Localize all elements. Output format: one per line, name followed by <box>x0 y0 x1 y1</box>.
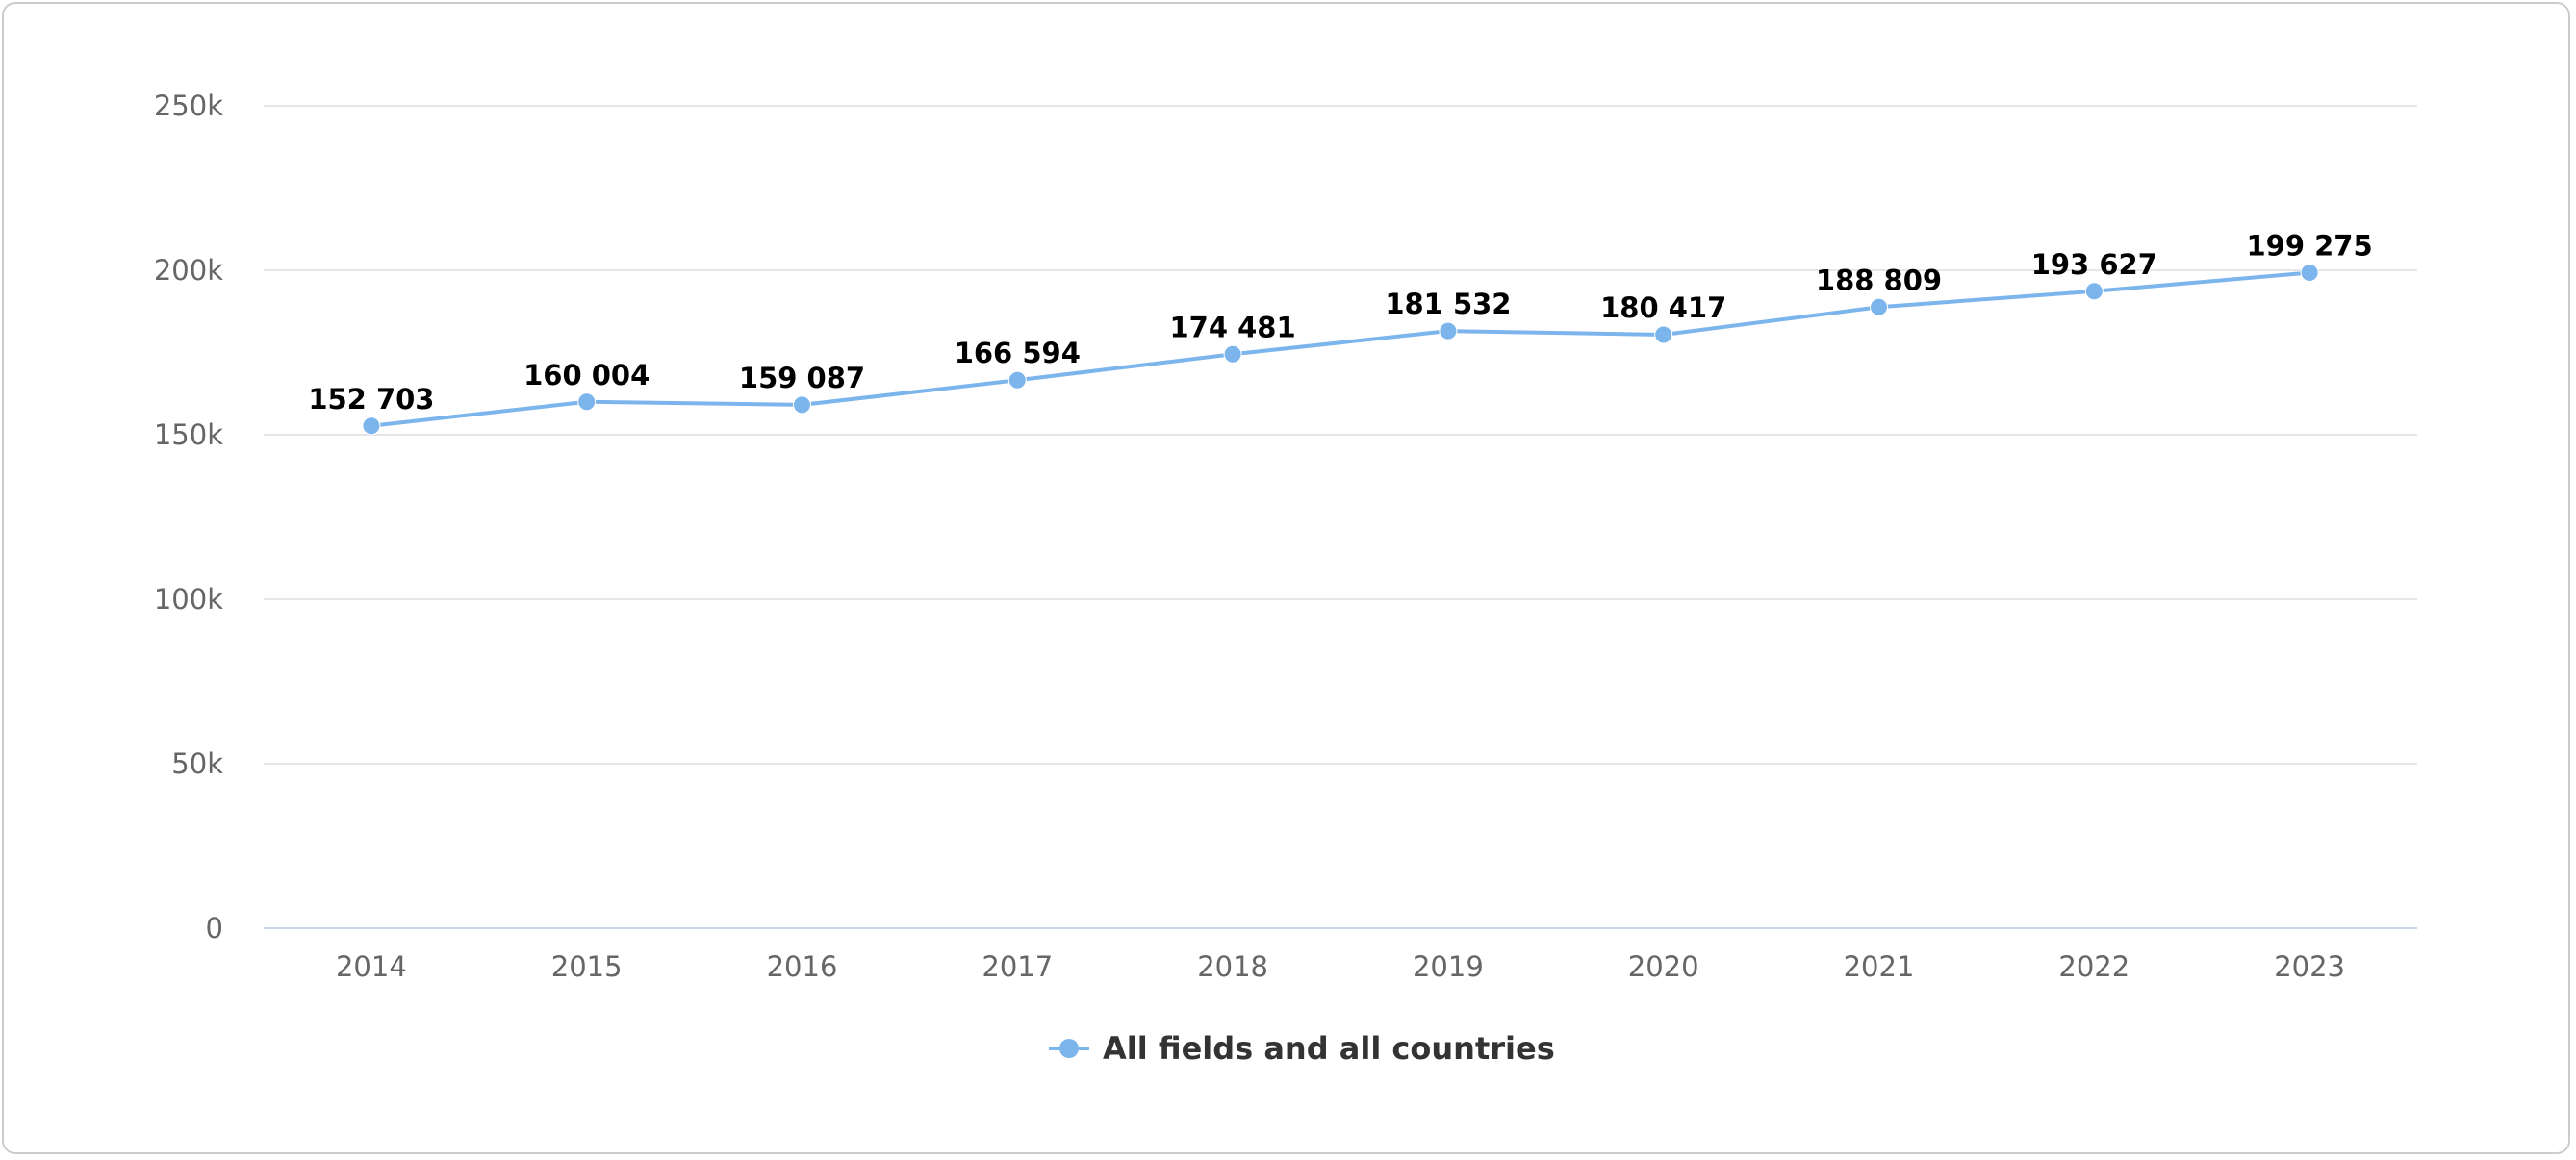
legend[interactable]: All fields and all countries <box>1049 1030 1555 1067</box>
data-point[interactable] <box>2301 264 2318 281</box>
data-label: 174 481 <box>1170 311 1296 343</box>
data-point[interactable] <box>794 396 811 414</box>
data-point[interactable] <box>2085 283 2103 300</box>
data-point[interactable] <box>578 393 596 411</box>
x-tick-label: 2020 <box>1628 950 1699 983</box>
data-point[interactable] <box>1008 371 1026 389</box>
x-tick-label: 2018 <box>1197 950 1268 983</box>
data-label: 193 627 <box>2031 248 2157 281</box>
y-tick-label: 200k <box>154 254 223 287</box>
y-tick-label: 250k <box>154 89 223 122</box>
legend-marker-icon <box>1059 1039 1079 1058</box>
y-tick-label: 150k <box>154 418 223 451</box>
y-tick-label: 100k <box>154 583 223 616</box>
plot-area: 152 703 160 004 159 087 166 594 174 481 181 5… <box>308 229 2372 434</box>
data-point[interactable] <box>1440 322 1457 340</box>
y-tick-label: 50k <box>171 747 223 780</box>
x-tick-label: 2017 <box>982 950 1053 983</box>
data-point[interactable] <box>1655 326 1672 343</box>
x-tick-label: 2021 <box>1844 950 1915 983</box>
y-axis: 0 50k 100k 150k 200k 250k <box>154 89 223 945</box>
data-label: 159 087 <box>739 362 865 394</box>
x-tick-label: 2014 <box>336 950 407 983</box>
series-line <box>371 272 2309 425</box>
grid-lines <box>264 106 2417 764</box>
data-label: 160 004 <box>523 359 650 391</box>
data-label: 188 809 <box>1816 264 1942 296</box>
data-label: 181 532 <box>1385 288 1511 320</box>
data-label: 166 594 <box>955 337 1081 369</box>
x-tick-label: 2016 <box>767 950 838 983</box>
x-tick-label: 2015 <box>551 950 623 983</box>
x-axis: 2014 2015 2016 2017 2018 2019 2020 2021 2022 2023 <box>264 928 2417 983</box>
data-label: 152 703 <box>308 383 434 416</box>
y-tick-label: 0 <box>206 912 223 945</box>
x-tick-label: 2023 <box>2274 950 2345 983</box>
data-label: 180 417 <box>1600 291 1726 324</box>
data-point[interactable] <box>363 417 380 435</box>
data-label: 199 275 <box>2247 229 2373 262</box>
legend-label[interactable]: All fields and all countries <box>1103 1030 1555 1067</box>
data-point[interactable] <box>1871 298 1888 315</box>
data-point[interactable] <box>1224 345 1241 363</box>
x-tick-label: 2022 <box>2058 950 2130 983</box>
x-tick-label: 2019 <box>1413 950 1484 983</box>
